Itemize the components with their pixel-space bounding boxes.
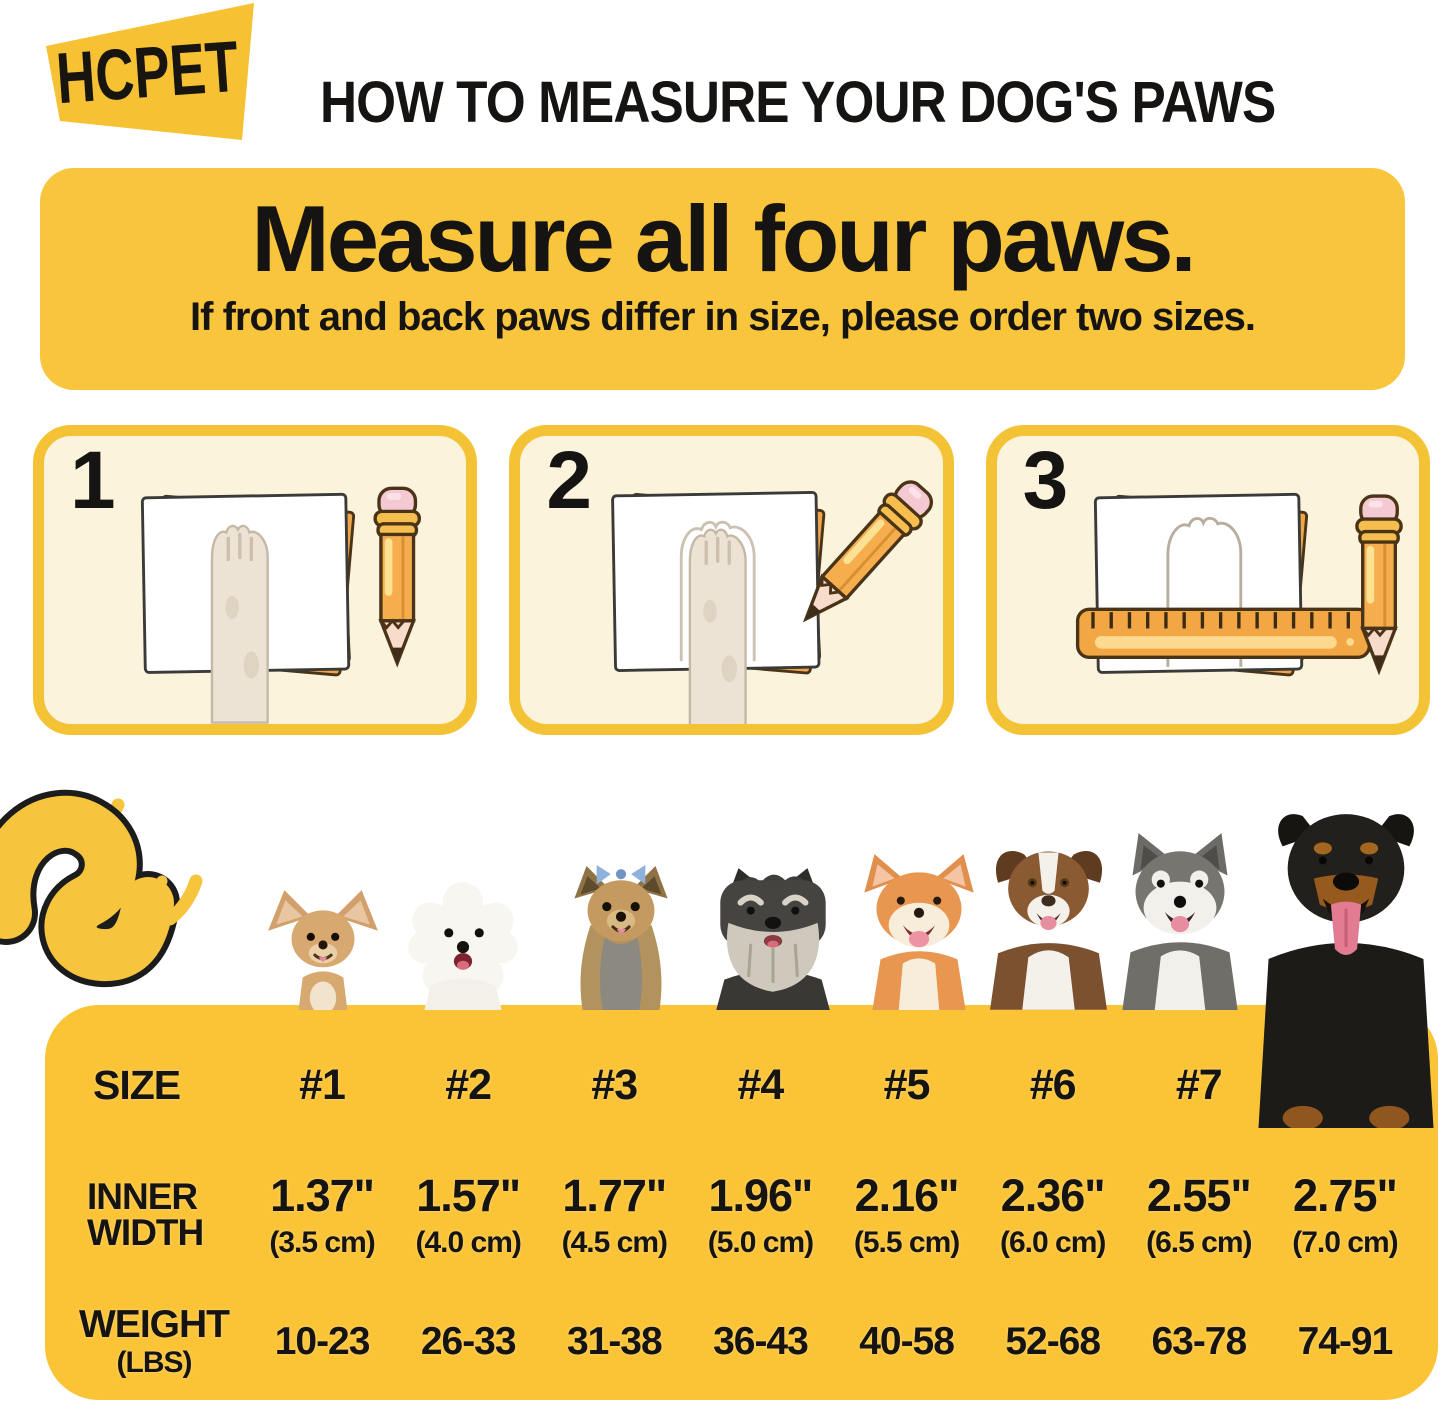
- inner-width-value: 2.75" (7.0 cm): [1292, 1169, 1398, 1259]
- traced-outline: [1166, 516, 1242, 667]
- weight-value: 10-23: [274, 1319, 371, 1363]
- weight-row-label: WEIGHT (LBS): [79, 1303, 230, 1379]
- inner-width-value: 1.37" (3.5 cm): [269, 1169, 375, 1259]
- weight-value: 31-38: [566, 1319, 663, 1363]
- dog-photo-yorkshire-terrier: [574, 865, 668, 1010]
- ruler: [1075, 607, 1371, 659]
- hcpet-logo: HCPET: [46, 3, 254, 140]
- logo-text: HCPET: [54, 27, 241, 120]
- weight-value: 26-33: [420, 1319, 517, 1363]
- weight-value: 63-78: [1151, 1319, 1247, 1363]
- banner-subheading: If front and back paws differ in size, p…: [190, 294, 1256, 339]
- inner-width-row-label: INNER WIDTH: [87, 1175, 204, 1253]
- inner-width-value: 2.16" (5.5 cm): [853, 1169, 960, 1259]
- measuring-steps: 1 2 3: [33, 425, 1430, 735]
- dog-photo-rottweiler: [1258, 814, 1434, 1128]
- size-value: #5: [883, 1060, 931, 1109]
- weight-value: 52-68: [1005, 1319, 1101, 1363]
- step-number: 1: [70, 435, 116, 526]
- dog-photo-chihuahua: [268, 890, 378, 1010]
- step-card-3: 3: [985, 425, 1430, 735]
- dog-breed-lineup: [0, 778, 1445, 1128]
- size-value: #7: [1175, 1060, 1223, 1109]
- page-title: HOW TO MEASURE YOUR DOG'S PAWS: [320, 69, 1276, 135]
- weight-value: 36-43: [713, 1319, 809, 1363]
- dog-photo-miniature-schnauzer: [716, 868, 830, 1010]
- step-card-2: 2: [509, 425, 954, 735]
- inner-width-value: 2.36" (6.0 cm): [999, 1169, 1106, 1259]
- step3-measure-with-ruler-illustration: [1075, 492, 1403, 677]
- inner-width-value: 2.55" (6.5 cm): [1146, 1169, 1252, 1259]
- step-number: 2: [546, 435, 592, 526]
- squiggle-decoration: [0, 789, 203, 987]
- size-value: #1: [299, 1060, 346, 1109]
- banner-heading: Measure all four paws.: [251, 186, 1196, 291]
- logo-background-shape: [46, 3, 254, 140]
- inner-width-value: 1.96" (5.0 cm): [707, 1169, 814, 1259]
- size-value: #2: [445, 1060, 492, 1109]
- inner-width-value: 1.57" (4.0 cm): [415, 1169, 521, 1259]
- size-value: #6: [1029, 1060, 1077, 1109]
- size-value: #4: [737, 1060, 785, 1109]
- size-row-label: SIZE: [93, 1061, 181, 1108]
- step-number: 3: [1022, 435, 1069, 526]
- size-chart-panel: SIZE #1 #2 #3 #4 #5 #6 #7 #8 INNER WIDTH…: [45, 1005, 1438, 1400]
- size-chart-table: SIZE #1 #2 #3 #4 #5 #6 #7 #8 INNER WIDTH…: [79, 1029, 1418, 1394]
- dog-photo-shiba-inu: [864, 854, 974, 1010]
- measure-banner: Measure all four paws. If front and back…: [40, 168, 1405, 390]
- size-value: #3: [591, 1060, 638, 1109]
- weight-value: 40-58: [859, 1319, 955, 1363]
- dog-photo-alaskan-malamute: [1122, 833, 1238, 1010]
- dog-photo-bichon-frise: [408, 882, 518, 1010]
- step-card-1: 1: [33, 425, 478, 735]
- weight-value: 74-91: [1297, 1319, 1394, 1363]
- inner-width-value: 1.77" (4.5 cm): [561, 1169, 668, 1259]
- step2-trace-paw-illustration: [611, 472, 942, 724]
- dog-photo-australian-shepherd: [990, 850, 1107, 1010]
- traced-outline: [680, 520, 756, 662]
